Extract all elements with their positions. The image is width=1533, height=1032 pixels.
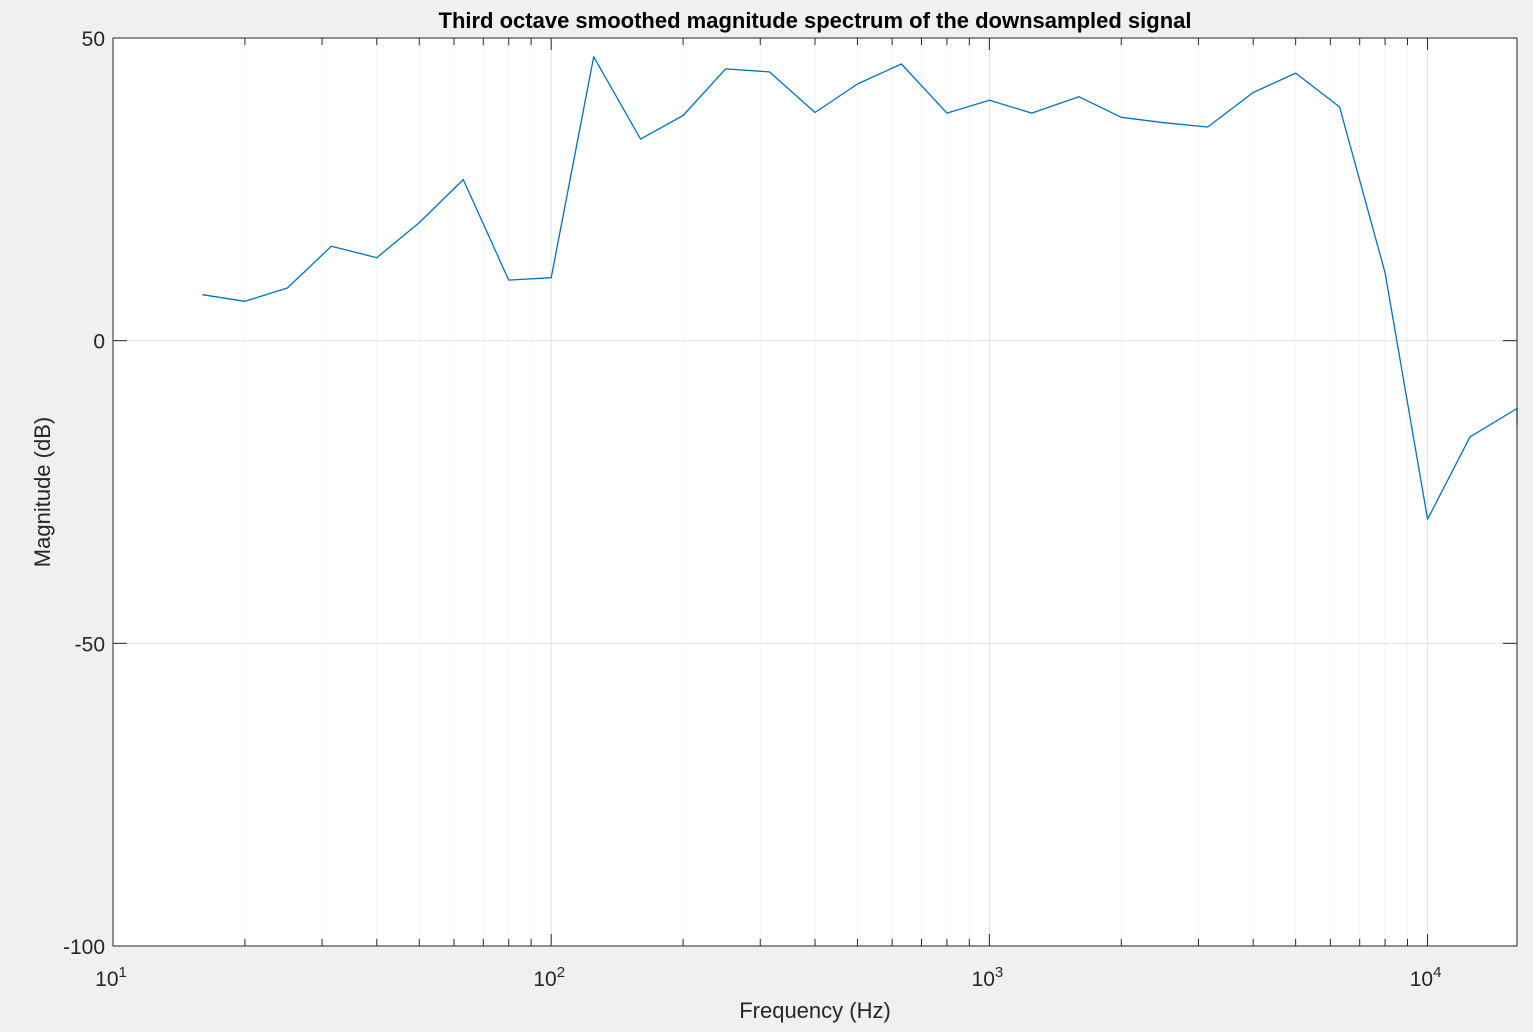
y-tick-label: 0 xyxy=(93,331,105,354)
x-tick-label: 101 xyxy=(95,964,127,991)
x-tick-label: 104 xyxy=(1410,964,1442,991)
y-tick-labels: 50 0 -50 -100 xyxy=(63,28,105,959)
series-line xyxy=(202,56,1518,520)
x-tick-label: 102 xyxy=(533,964,565,991)
x-axis-label: Frequency (Hz) xyxy=(739,998,891,1023)
y-tick-label: -50 xyxy=(75,633,105,656)
y-tick-label: -100 xyxy=(63,936,105,959)
x-tick-labels: 101 102 103 104 xyxy=(95,964,1441,991)
y-tick-label: 50 xyxy=(82,28,105,51)
grid-major xyxy=(113,38,1517,946)
series-layer xyxy=(202,56,1518,520)
chart-title: Third octave smoothed magnitude spectrum… xyxy=(439,8,1192,33)
ticks xyxy=(112,37,1517,947)
y-axis-label: Magnitude (dB) xyxy=(30,417,55,567)
x-tick-label: 103 xyxy=(972,964,1004,991)
grid-minor xyxy=(244,38,1409,946)
